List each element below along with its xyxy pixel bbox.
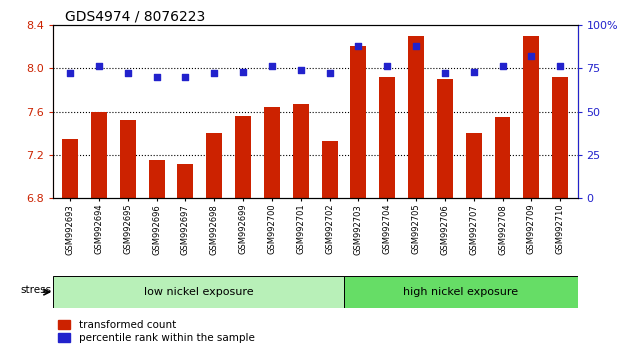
Bar xyxy=(293,104,309,198)
Point xyxy=(238,69,248,74)
Point xyxy=(296,67,306,73)
Point xyxy=(123,70,133,76)
Point xyxy=(469,69,479,74)
Bar xyxy=(344,276,578,308)
Point xyxy=(527,53,537,59)
Bar xyxy=(437,79,453,198)
Point xyxy=(411,43,421,48)
Text: low nickel exposure: low nickel exposure xyxy=(143,287,253,297)
Bar xyxy=(264,107,280,198)
Point xyxy=(209,70,219,76)
Bar xyxy=(91,112,107,198)
Bar xyxy=(552,77,568,198)
Legend: transformed count, percentile rank within the sample: transformed count, percentile rank withi… xyxy=(58,320,255,343)
Point xyxy=(65,70,75,76)
Bar xyxy=(235,116,251,198)
Point xyxy=(267,64,277,69)
Bar xyxy=(178,164,193,198)
Bar xyxy=(524,36,539,198)
Point xyxy=(181,74,191,80)
Text: high nickel exposure: high nickel exposure xyxy=(404,287,519,297)
Bar xyxy=(322,141,337,198)
Point xyxy=(383,64,392,69)
Point xyxy=(497,64,507,69)
Point xyxy=(94,64,104,69)
Bar xyxy=(206,133,222,198)
Point xyxy=(353,43,363,48)
Bar xyxy=(379,77,395,198)
Bar xyxy=(466,133,482,198)
Point xyxy=(325,70,335,76)
Text: GDS4974 / 8076223: GDS4974 / 8076223 xyxy=(65,9,206,23)
Bar xyxy=(350,46,366,198)
Bar xyxy=(495,117,510,198)
Bar xyxy=(408,36,424,198)
Bar xyxy=(62,139,78,198)
Point xyxy=(555,64,565,69)
Point xyxy=(152,74,161,80)
Point xyxy=(440,70,450,76)
Bar xyxy=(120,120,135,198)
Text: stress: stress xyxy=(20,285,52,295)
Bar xyxy=(148,160,165,198)
Bar xyxy=(53,276,344,308)
